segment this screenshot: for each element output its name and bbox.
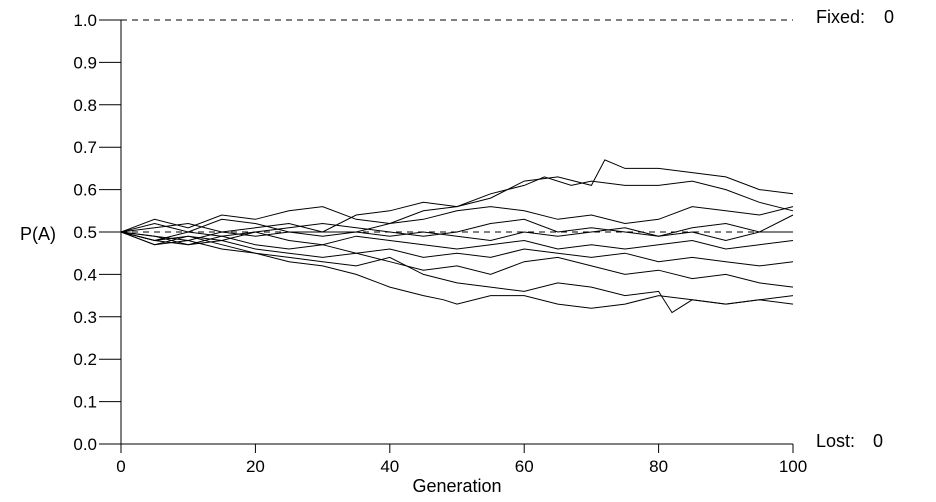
y-tick-label: 1.0	[73, 11, 97, 30]
x-tick-label: 60	[515, 457, 534, 476]
series-line-6	[120, 231, 794, 250]
y-ticks: 0.0 0.1 0.2 0.3 0.4 0.5 0.6 0.7 0.8 0.9 1.0	[73, 11, 121, 454]
series-line-3	[120, 206, 794, 233]
y-tick-label: 0.3	[73, 308, 97, 327]
lost-label: Lost:	[816, 431, 855, 451]
x-tick-label: 20	[246, 457, 265, 476]
series-line-4	[120, 214, 794, 242]
x-tick-label: 40	[380, 457, 399, 476]
y-tick-label: 0.1	[73, 393, 97, 412]
lost-count: 0	[873, 431, 883, 451]
y-tick-label: 0.4	[73, 265, 97, 284]
x-ticks: 0 20 40 60 80 100	[116, 444, 807, 476]
y-tick-label: 0.0	[73, 435, 97, 454]
series-traces	[120, 159, 794, 314]
fixed-count: 0	[884, 7, 894, 27]
fixed-label: Fixed:	[816, 7, 865, 27]
series-line-7	[120, 231, 794, 267]
y-tick-label: 0.5	[73, 223, 97, 242]
series-line-5	[120, 227, 793, 242]
series-line-1	[120, 159, 794, 233]
x-tick-label: 0	[116, 457, 125, 476]
x-tick-label: 100	[779, 457, 807, 476]
y-tick-label: 0.7	[73, 138, 97, 157]
series-line-8	[120, 231, 794, 288]
y-axis-title: P(A)	[20, 224, 56, 244]
series-line-9	[120, 231, 794, 314]
y-tick-label: 0.6	[73, 181, 97, 200]
x-axis-title: Generation	[412, 476, 501, 496]
y-tick-label: 0.9	[73, 53, 97, 72]
x-tick-label: 80	[649, 457, 668, 476]
series-line-10	[120, 231, 794, 309]
series-line-2	[120, 176, 794, 233]
y-tick-label: 0.8	[73, 96, 97, 115]
y-tick-label: 0.2	[73, 350, 97, 369]
